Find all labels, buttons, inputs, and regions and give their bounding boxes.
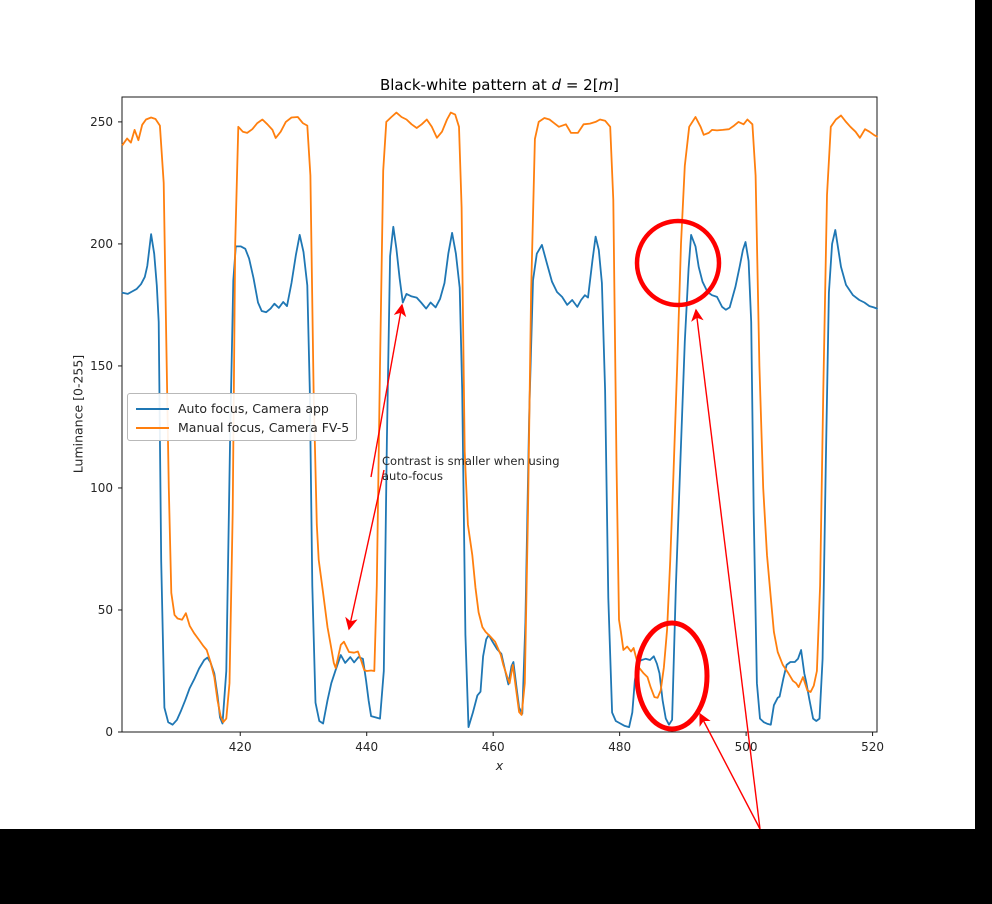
top-circle [634, 218, 722, 308]
arrow-to-bottom-circle [699, 712, 761, 830]
title-suffix: ] [613, 76, 620, 94]
legend-entry-auto-focus: Auto focus, Camera app [136, 399, 348, 418]
black-mask-bottom [0, 829, 992, 904]
plot-frame [121, 96, 878, 733]
x-tick-label: 500 [735, 740, 758, 754]
y-tick-label: 0 [105, 725, 113, 739]
x-axis-label: x [495, 758, 504, 773]
annotation-line-1: Contrast is smaller when using [382, 454, 560, 468]
title-prefix: Black-white pattern at [379, 76, 552, 94]
black-mask-right [975, 0, 992, 904]
arrow-to-blue-plateau [370, 303, 407, 478]
bottom-circle [634, 620, 710, 732]
y-tick-label: 250 [90, 115, 113, 129]
legend-label-manual-focus: Manual focus, Camera FV-5 [178, 420, 350, 435]
x-tick-label: 520 [861, 740, 884, 754]
y-tick-label: 200 [90, 237, 113, 251]
x-tick-label: 420 [229, 740, 252, 754]
title-var-m: m [598, 76, 614, 94]
series-line-manual-focus [121, 111, 878, 724]
chart-title: Black-white pattern at d = 2[m] [122, 76, 877, 94]
legend-label-auto-focus: Auto focus, Camera app [178, 401, 329, 416]
x-tick-label: 440 [355, 740, 378, 754]
arrow-to-valley-dip [345, 469, 385, 631]
x-tick-label: 460 [482, 740, 505, 754]
legend-line-blue [136, 407, 169, 410]
legend-line-orange [136, 426, 169, 429]
annotation-text: Contrast is smaller when using auto-focu… [382, 454, 560, 483]
x-tick-label: 480 [608, 740, 631, 754]
y-tick-label: 50 [98, 603, 113, 617]
legend-entry-manual-focus: Manual focus, Camera FV-5 [136, 418, 350, 437]
title-var-d: d [551, 76, 562, 94]
arrow-to-top-circle [691, 308, 761, 830]
legend: Auto focus, Camera app Manual focus, Cam… [127, 393, 357, 441]
y-axis-label: Luminance [0-255] [70, 354, 86, 474]
annotation-line-2: auto-focus [382, 468, 443, 483]
y-tick-label: 100 [90, 481, 113, 495]
title-mid: = 2[ [561, 76, 599, 94]
y-tick-label: 150 [90, 359, 113, 373]
